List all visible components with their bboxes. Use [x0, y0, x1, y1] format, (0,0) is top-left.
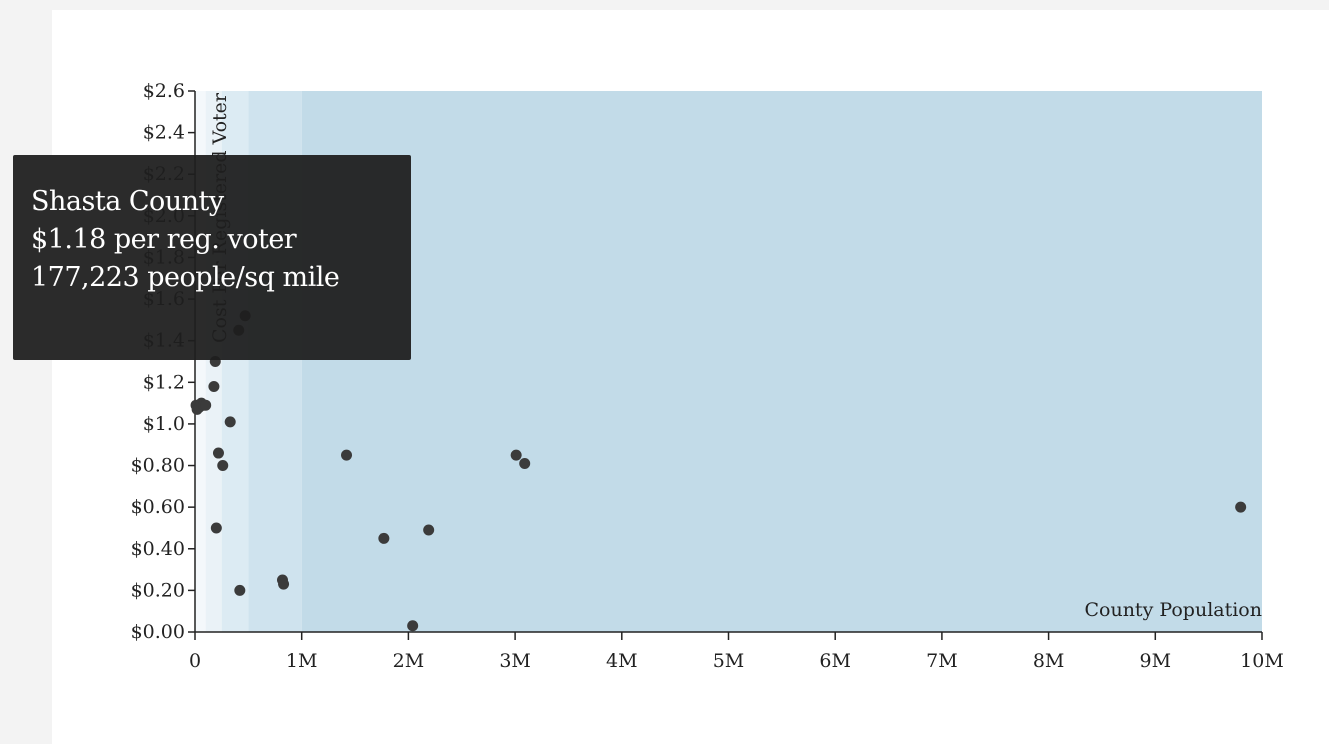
x-tick-label: 10M	[1240, 650, 1284, 672]
x-tick-label: 2M	[393, 650, 425, 672]
y-tick-label: $1.2	[143, 371, 185, 393]
data-point[interactable]	[217, 460, 229, 472]
data-point[interactable]	[510, 449, 522, 461]
data-point[interactable]	[200, 399, 212, 411]
x-tick-label: 0	[189, 650, 201, 672]
tooltip-county-name: Shasta County	[31, 186, 224, 217]
y-tick-label: $2.4	[143, 122, 185, 144]
data-point[interactable]	[1235, 501, 1247, 513]
x-tick-label: 9M	[1140, 650, 1172, 672]
x-tick-label: 3M	[499, 650, 531, 672]
y-tick-label: $1.0	[143, 413, 185, 435]
y-tick-label: $2.6	[143, 80, 185, 102]
x-axis: 0 1M 2M 3M 4M 5M 6M 7M 8M 9M 10M	[189, 631, 1284, 672]
population-band	[301, 91, 1262, 632]
tooltip-cost-per-voter: $1.18 per reg. voter	[31, 224, 297, 255]
data-point[interactable]	[278, 578, 290, 590]
data-point[interactable]	[519, 457, 531, 469]
county-tooltip: Shasta County $1.18 per reg. voter 177,2…	[13, 155, 411, 360]
x-tick-label: 6M	[819, 650, 851, 672]
data-point[interactable]	[378, 532, 390, 544]
x-tick-label: 8M	[1033, 650, 1065, 672]
data-point[interactable]	[224, 416, 236, 428]
population-band	[195, 91, 206, 632]
x-tick-label: 7M	[926, 650, 958, 672]
y-tick-label: $0.60	[131, 496, 185, 518]
y-tick-label: $0.80	[131, 455, 185, 477]
tooltip-population-density: 177,223 people/sq mile	[31, 262, 340, 293]
data-point[interactable]	[341, 449, 353, 461]
data-point[interactable]	[234, 584, 246, 596]
data-point[interactable]	[423, 524, 435, 536]
y-tick-label: $0.40	[131, 538, 185, 560]
x-tick-label: 4M	[606, 650, 638, 672]
data-point[interactable]	[212, 447, 224, 459]
y-tick-label: $0.20	[131, 579, 185, 601]
x-tick-label: 5M	[713, 650, 745, 672]
x-tick-label: 1M	[286, 650, 318, 672]
data-point[interactable]	[407, 620, 419, 632]
data-point[interactable]	[208, 380, 220, 392]
data-point[interactable]	[210, 522, 222, 534]
x-axis-title: County Population	[1084, 599, 1262, 621]
y-tick-label: $0.00	[131, 621, 185, 643]
